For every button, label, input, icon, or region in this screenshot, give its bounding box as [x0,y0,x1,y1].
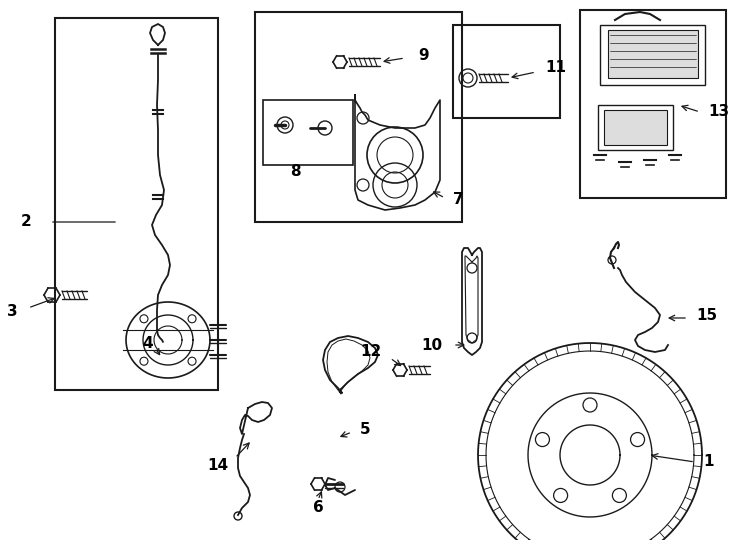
Text: 9: 9 [418,48,429,63]
Text: 5: 5 [360,422,371,437]
Text: 2: 2 [21,214,32,230]
Text: 12: 12 [360,345,382,360]
Bar [255,12,462,222]
Bar [604,110,667,145]
Text: 4: 4 [142,335,153,350]
Text: 14: 14 [207,457,228,472]
Bar [263,100,353,165]
Text: 10: 10 [421,338,442,353]
Text: 1: 1 [703,455,713,469]
Bar [600,25,705,85]
Text: 3: 3 [7,305,18,320]
Text: 15: 15 [696,308,717,323]
Bar [598,105,673,150]
Text: 13: 13 [708,105,729,119]
Text: 8: 8 [290,165,300,179]
Text: 11: 11 [545,60,566,76]
Text: 7: 7 [453,192,464,207]
Bar [608,30,698,78]
Bar [55,18,218,390]
Bar [453,25,560,118]
Text: 6: 6 [313,500,324,515]
Bar [580,10,726,198]
